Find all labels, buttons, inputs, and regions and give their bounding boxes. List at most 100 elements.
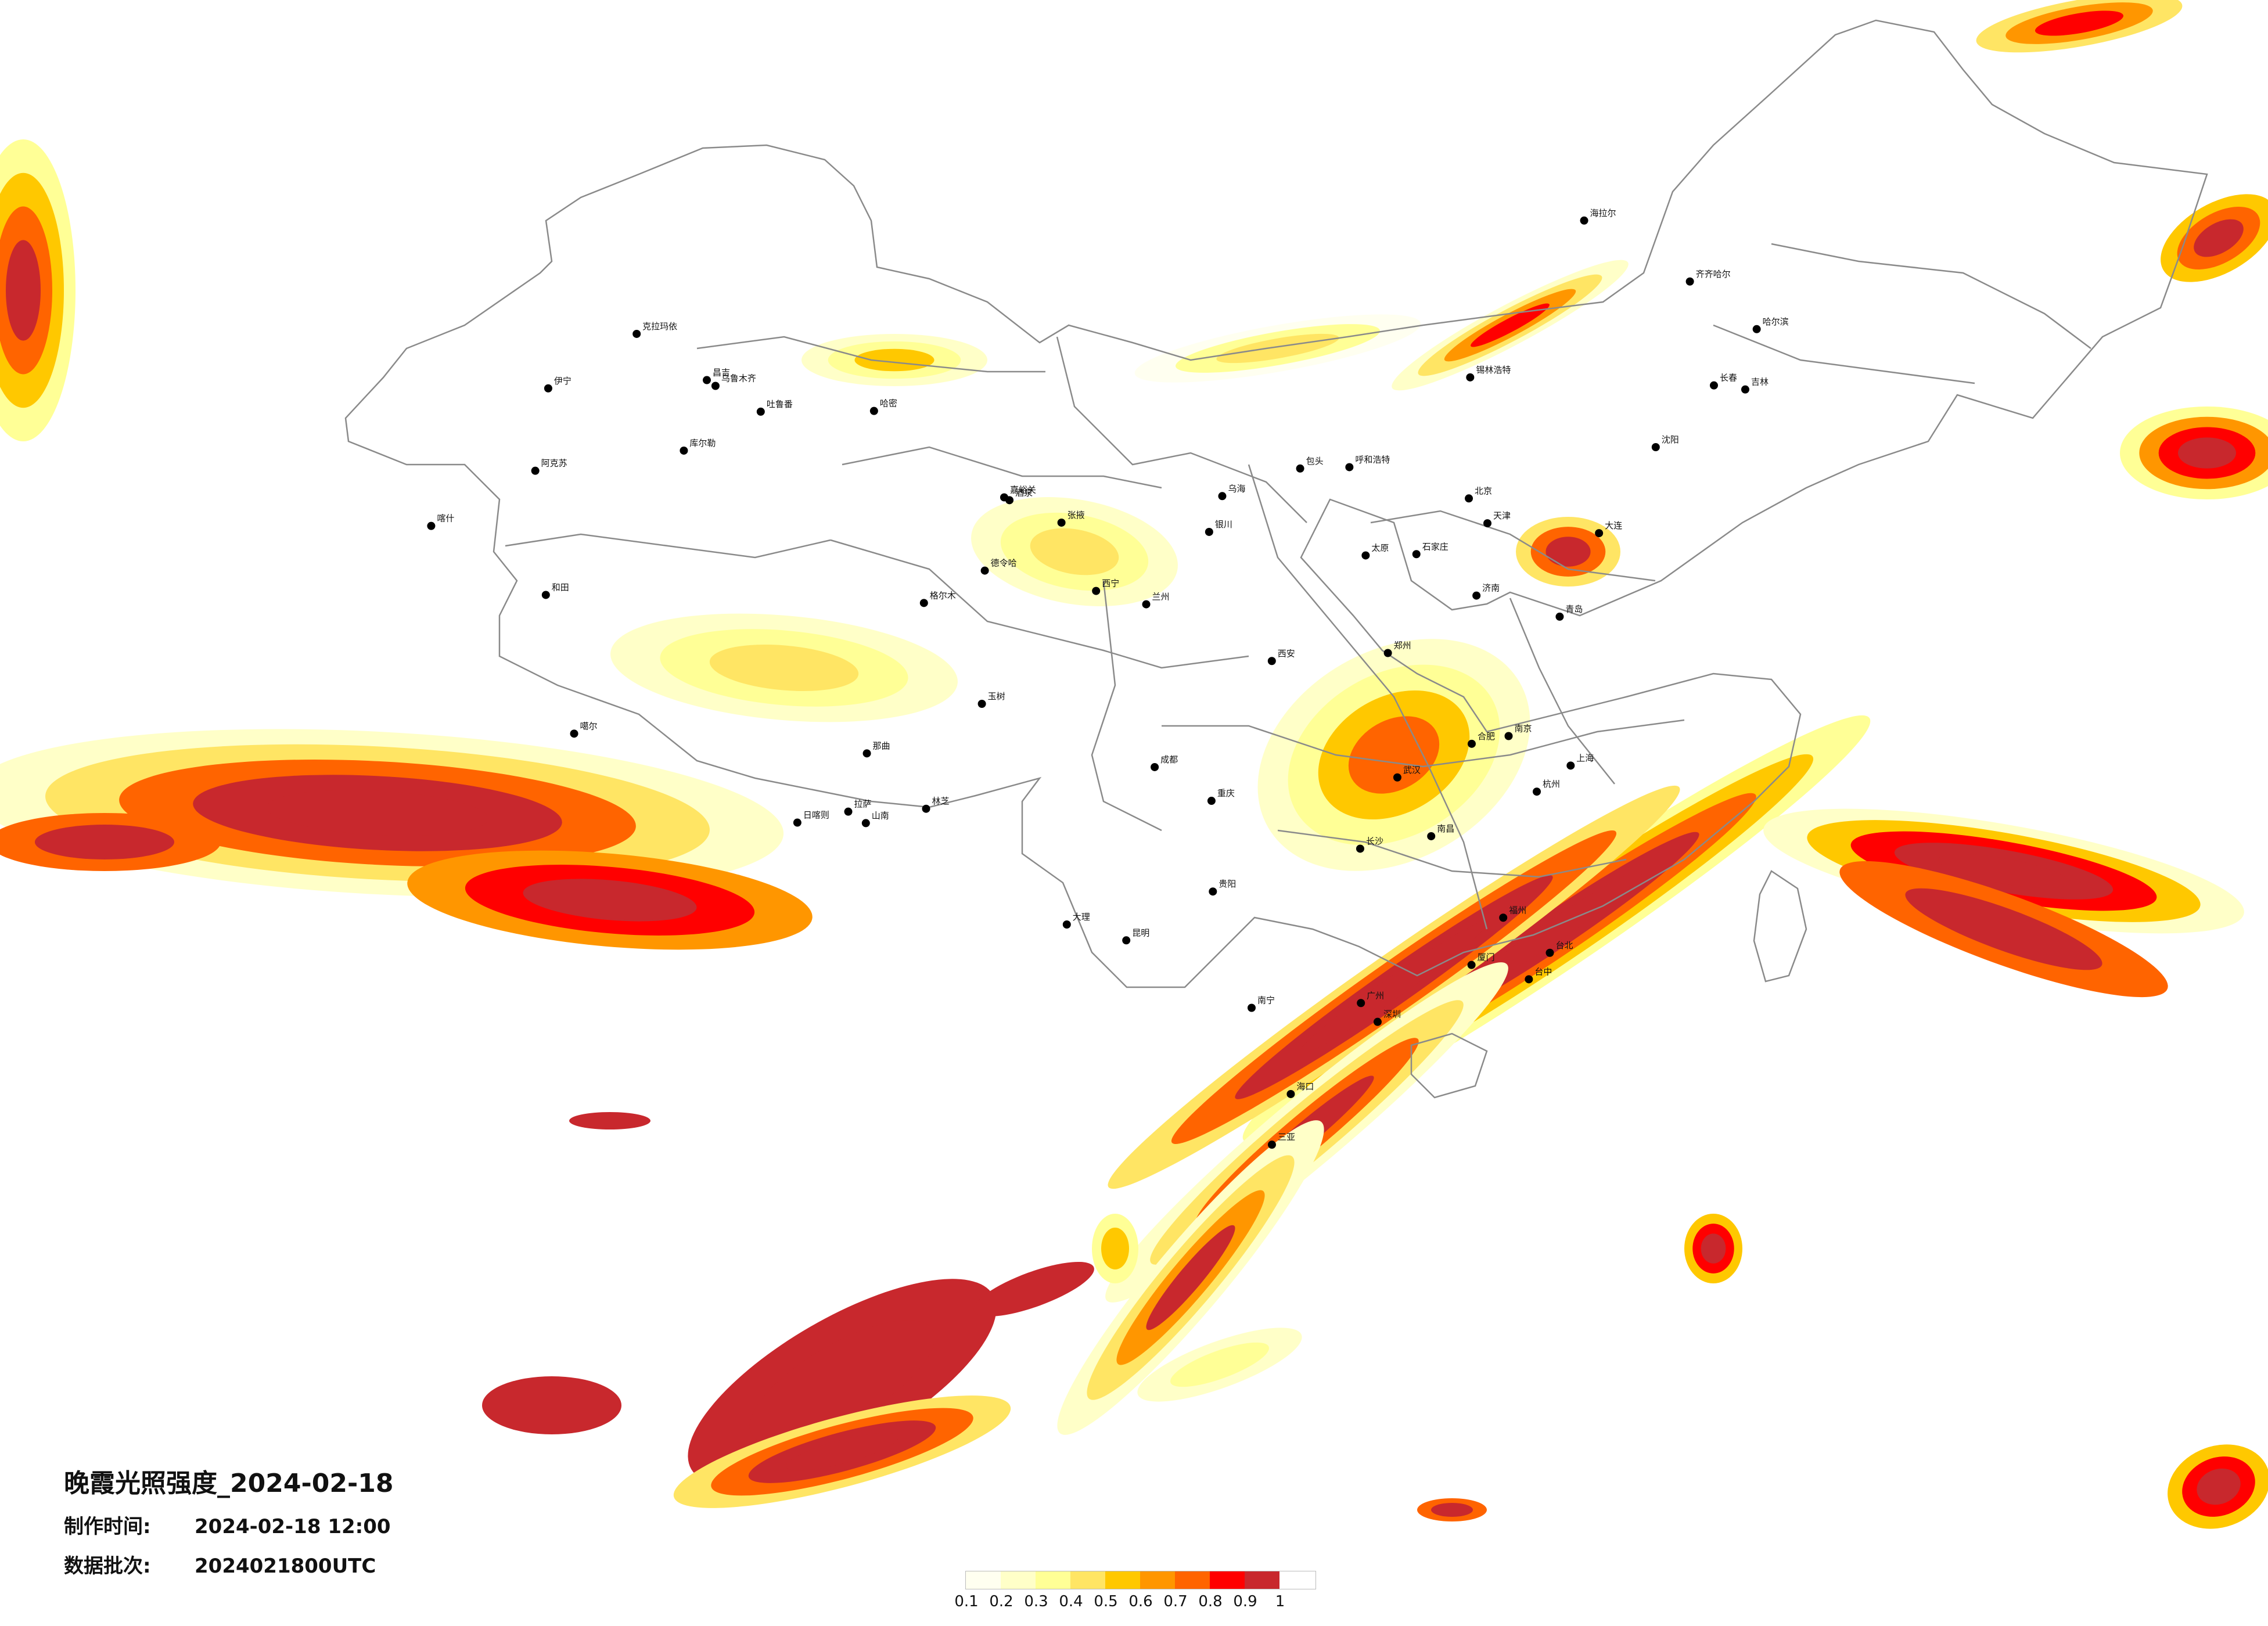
- city-label: 张掖: [1067, 510, 1085, 520]
- city-dot: [756, 407, 765, 416]
- city-marker: 日喀则: [793, 810, 829, 827]
- city-dot: [869, 406, 878, 415]
- city-dot: [1472, 591, 1481, 600]
- legend-tick-label: 0.7: [1163, 1593, 1188, 1610]
- city-label: 深圳: [1383, 1009, 1401, 1020]
- city-dot: [1361, 551, 1370, 560]
- city-marker: 济南: [1472, 583, 1500, 600]
- city-marker: 银川: [1205, 519, 1232, 536]
- city-dot: [1545, 948, 1554, 957]
- city-marker: 喀什: [427, 513, 454, 530]
- legend-color-bar: [965, 1571, 1316, 1589]
- city-label: 合肥: [1478, 731, 1495, 742]
- city-dot: [1345, 463, 1354, 472]
- city-marker: 福州: [1499, 905, 1526, 922]
- intensity-patch: [1101, 1228, 1129, 1269]
- city-marker: 克拉玛依: [632, 321, 677, 338]
- city-dot: [680, 446, 688, 455]
- city-marker: 海口: [1286, 1081, 1314, 1098]
- city-marker: 天津: [1483, 510, 1511, 528]
- city-label: 台北: [1556, 940, 1573, 951]
- city-marker: 昌吉: [702, 368, 730, 384]
- city-marker: 成都: [1151, 754, 1178, 771]
- city-marker: 乌海: [1218, 483, 1245, 501]
- city-marker: 噶尔: [570, 721, 598, 738]
- city-marker: 大连: [1595, 520, 1622, 538]
- city-dot: [1741, 385, 1749, 394]
- city-label: 昆明: [1132, 927, 1149, 938]
- city-label: 日喀则: [803, 810, 829, 821]
- intensity-patch: [6, 240, 41, 341]
- city-label: 吉林: [1751, 377, 1769, 387]
- city-marker: 沈阳: [1651, 434, 1679, 451]
- city-marker: 张掖: [1057, 510, 1085, 527]
- made-time-label: 制作时间:: [64, 1515, 151, 1538]
- city-marker: 西安: [1267, 648, 1295, 665]
- city-dot: [1580, 216, 1588, 225]
- city-dot: [1467, 739, 1476, 748]
- city-label: 郑州: [1394, 641, 1411, 651]
- city-label: 哈密: [880, 398, 897, 409]
- city-marker: 德令哈: [980, 558, 1017, 575]
- city-label: 嘉峪关: [1010, 484, 1036, 495]
- batch-value: 2024021800UTC: [195, 1555, 376, 1578]
- china-boundary: [344, 19, 2208, 1099]
- city-marker: 乌鲁木齐: [711, 373, 756, 390]
- city-marker: 大理: [1062, 912, 1090, 929]
- city-marker: 库尔勒: [680, 438, 716, 455]
- intensity-patch: [1431, 1503, 1473, 1517]
- city-label: 吐鲁番: [767, 399, 793, 409]
- legend-swatch: [1070, 1571, 1105, 1589]
- intensity-patch: [2194, 219, 2244, 257]
- city-label: 成都: [1160, 754, 1178, 765]
- city-marker: 深圳: [1373, 1009, 1401, 1026]
- intensity-patch: [523, 879, 697, 922]
- color-legend: 0.1 0.2 0.3 0.4 0.5 0.6 0.7 0.8 0.9 1: [954, 1571, 1316, 1613]
- city-dot: [544, 384, 552, 393]
- city-label: 噶尔: [580, 721, 598, 731]
- city-dot: [1466, 373, 1475, 382]
- city-dot: [1267, 1141, 1276, 1149]
- map-title: 晚霞光照强度_2024-02-18: [64, 1469, 394, 1498]
- city-marker: 武汉: [1393, 765, 1421, 782]
- city-marker: 那曲: [862, 740, 890, 758]
- city-dot: [1465, 494, 1473, 503]
- city-label: 北京: [1475, 485, 1492, 496]
- city-dot: [1499, 913, 1508, 922]
- legend-swatch: [1245, 1571, 1279, 1589]
- city-dot: [427, 521, 436, 530]
- city-label: 大连: [1605, 520, 1622, 531]
- city-label: 乌鲁木齐: [721, 373, 756, 384]
- city-dot: [919, 599, 928, 607]
- city-label: 齐齐哈尔: [1696, 269, 1731, 279]
- city-dot: [570, 729, 578, 738]
- city-label: 福州: [1509, 905, 1526, 915]
- city-label: 克拉玛依: [642, 321, 677, 332]
- city-marker: 郑州: [1383, 641, 1411, 657]
- city-dot: [1483, 519, 1492, 528]
- city-marker: 拉萨: [844, 799, 872, 816]
- city-dot: [702, 376, 711, 384]
- city-label: 库尔勒: [689, 438, 716, 448]
- city-dot: [1393, 773, 1401, 782]
- city-dot: [1595, 529, 1604, 538]
- legend-swatch: [1210, 1571, 1245, 1589]
- city-dot: [1005, 496, 1014, 505]
- intensity-patch: [1938, 854, 2069, 888]
- intensity-patch: [1471, 870, 1642, 988]
- city-dot: [844, 807, 853, 816]
- city-dot: [861, 819, 870, 828]
- city-label: 海拉尔: [1590, 208, 1616, 218]
- city-marker: 哈密: [869, 398, 897, 415]
- intensity-patch: [1030, 528, 1119, 575]
- city-label: 兰州: [1152, 592, 1170, 602]
- city-dot: [1286, 1089, 1295, 1098]
- city-label: 石家庄: [1422, 541, 1448, 552]
- city-label: 大理: [1073, 912, 1090, 922]
- city-marker: 兰州: [1142, 592, 1170, 609]
- city-marker: 海拉尔: [1580, 208, 1616, 225]
- city-label: 济南: [1482, 583, 1500, 593]
- intensity-patch: [1298, 920, 1490, 1055]
- city-marker: 嘉峪关: [1000, 484, 1036, 502]
- city-label: 天津: [1493, 510, 1511, 521]
